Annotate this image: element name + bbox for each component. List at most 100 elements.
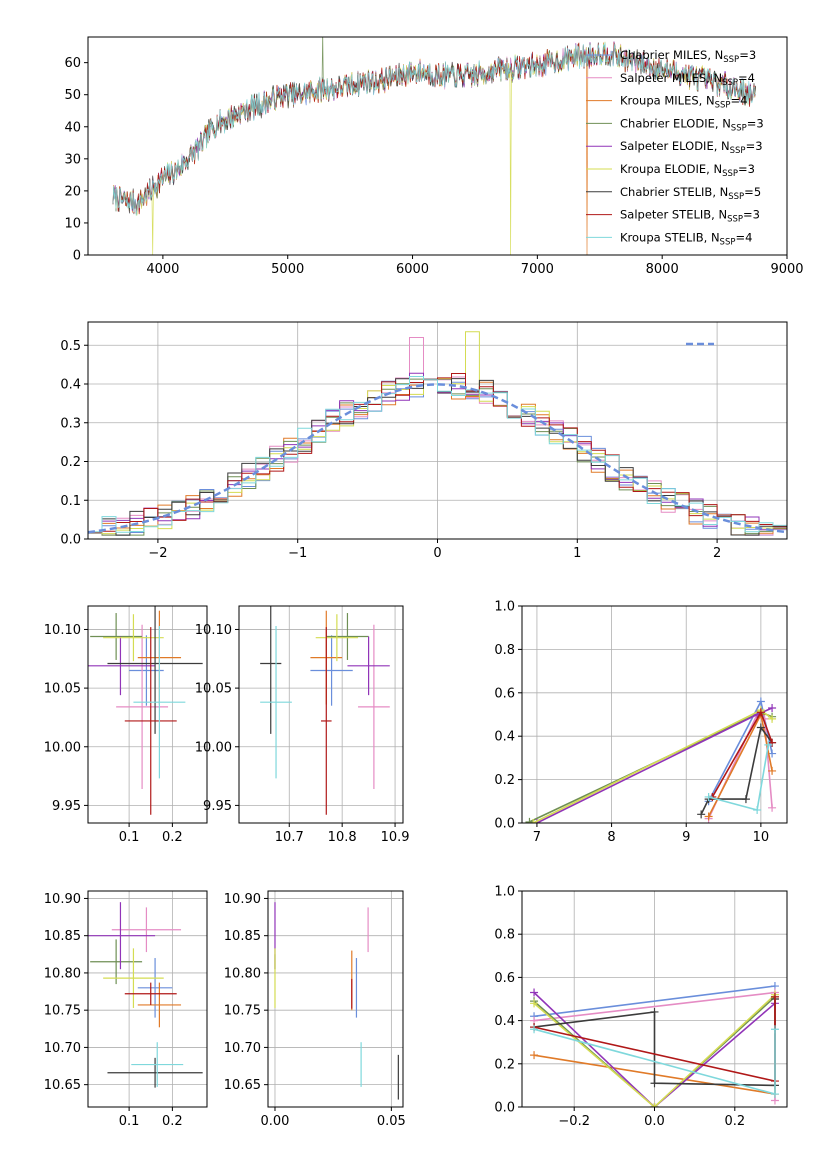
y-tick-label: 0.2 <box>494 1057 515 1072</box>
legend-eq: = <box>735 230 745 244</box>
legend-n: N <box>713 71 722 85</box>
y-tick-label: 10.70 <box>44 1041 81 1056</box>
errorbar-point <box>137 982 182 1028</box>
y-tick-label: 0 <box>73 249 81 264</box>
x-tick-label: 8000 <box>646 262 679 277</box>
weight-marker <box>753 805 762 814</box>
weight-marker <box>525 817 534 823</box>
y-tick-label: 0.4 <box>60 378 81 393</box>
y-tick-label: 50 <box>64 88 81 103</box>
legend-entry: Chabrier MILES, NSSP=3 <box>620 48 756 65</box>
weight-marker <box>650 1103 659 1107</box>
y-tick-label: 30 <box>64 152 81 167</box>
panel-mass-vs-Z: 0.1 0.2 10.65 10.70 10.75 10.80 10.85 10.90 <box>44 890 208 1129</box>
plot-area <box>112 37 756 255</box>
x-tick-label: 0.1 <box>119 830 140 845</box>
axes-frame <box>87 36 788 256</box>
axes-frame <box>521 605 788 824</box>
y-tick-label: 10.85 <box>44 929 81 944</box>
y-tick-label: 10.05 <box>195 682 232 697</box>
y-tick-label: 10.75 <box>224 1004 261 1019</box>
plot-area <box>268 891 403 1107</box>
x-tick-label: 10.7 <box>275 830 304 845</box>
weight-marker <box>704 792 713 801</box>
axes-frame <box>87 605 208 824</box>
y-tick-label: 0.3 <box>60 416 81 431</box>
weight-marker <box>650 1007 659 1016</box>
errorbar-point <box>137 958 173 1018</box>
y-tick-label: 10.75 <box>44 1004 81 1019</box>
legend-sep: , <box>712 185 719 199</box>
legend-sep: , <box>706 71 713 85</box>
legend-sep: , <box>714 139 721 153</box>
legend-series-name: Chabrier MILES <box>620 48 707 62</box>
legend-eq: = <box>739 48 749 62</box>
y-tick-label: 0.8 <box>494 643 515 658</box>
x-tick-label: 2 <box>713 546 721 561</box>
plot-area <box>88 891 207 1107</box>
y-tick-label: 10 <box>64 216 81 231</box>
weight-marker <box>530 999 539 1008</box>
errorbar-point <box>326 613 369 660</box>
legend-series-name: Chabrier STELIB <box>620 185 712 199</box>
legend-entry: Kroupa ELODIE, NSSP=3 <box>620 162 755 179</box>
x-tick-label: 0.2 <box>724 1114 745 1129</box>
errorbar-point <box>310 635 353 706</box>
x-tick-label: 8 <box>607 830 615 845</box>
errorbar-point <box>88 636 156 696</box>
legend-sep: , <box>699 94 706 108</box>
legend-n: N <box>711 230 720 244</box>
weight-marker <box>650 1079 659 1088</box>
weight-marker <box>756 708 765 717</box>
y-tick-label: 10.10 <box>44 623 81 638</box>
legend-series-name: Salpeter STELIB <box>620 208 711 222</box>
legend-series-name: Kroupa MILES <box>620 94 699 108</box>
y-tick-label: 9.95 <box>203 799 232 814</box>
legend-series-name: Kroupa ELODIE <box>620 162 706 176</box>
x-tick-label: 0.1 <box>119 1114 140 1129</box>
x-tick-label: −2 <box>148 546 167 561</box>
weight-line <box>536 707 773 823</box>
legend-sep: , <box>711 208 718 222</box>
weight-marker <box>764 740 773 749</box>
legend-eq: = <box>730 94 740 108</box>
spectrum-line-kroupa-stelib <box>112 42 756 216</box>
weight-marker <box>768 703 777 712</box>
y-tick-label: 0.0 <box>494 817 515 832</box>
legend-n: N <box>715 48 724 62</box>
weight-line <box>533 991 776 1107</box>
y-tick-label: 1.0 <box>494 885 515 900</box>
y-tick-label: 10.00 <box>44 740 81 755</box>
axes-frame <box>87 321 788 540</box>
axes-frame <box>238 605 404 824</box>
legend-sep: , <box>704 230 711 244</box>
weight-marker <box>768 714 777 723</box>
y-tick-label: 0.8 <box>494 928 515 943</box>
y-tick-label: 0.2 <box>494 773 515 788</box>
legend-sep: , <box>706 162 713 176</box>
legend-n: N <box>721 139 730 153</box>
histogram-kroupa-stelib <box>88 376 787 533</box>
y-tick-label: 10.65 <box>44 1078 81 1093</box>
legend-count: 3 <box>755 139 762 153</box>
legend-count: 4 <box>745 230 752 244</box>
weight-marker <box>770 1090 779 1099</box>
legend-entry: Chabrier ELODIE, NSSP=3 <box>620 116 764 133</box>
x-tick-label: 0.2 <box>162 830 183 845</box>
legend-ssp: SSP <box>722 78 738 88</box>
legend-ssp: SSP <box>723 55 739 65</box>
x-tick-label: 6000 <box>396 262 429 277</box>
legend-n: N <box>706 94 715 108</box>
x-tick-label: 0 <box>433 546 441 561</box>
x-tick-label: 9 <box>682 830 690 845</box>
x-tick-label: 5000 <box>271 262 304 277</box>
x-tick-label: 0.2 <box>162 1114 183 1129</box>
x-tick-label: 0.0 <box>644 1114 665 1129</box>
legend-count: 3 <box>753 208 760 222</box>
legend-count: 3 <box>749 48 756 62</box>
plot-area <box>88 606 207 823</box>
errorbar-point <box>133 625 186 779</box>
panel-age-vs-mass: 10.7 10.8 10.9 9.95 10.00 10.05 10.10 <box>195 605 410 845</box>
y-tick-label: 0.6 <box>494 686 515 701</box>
y-tick-label: 0.0 <box>60 533 81 548</box>
